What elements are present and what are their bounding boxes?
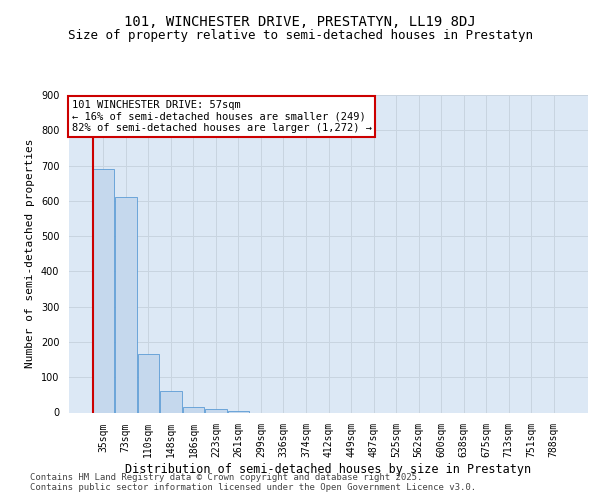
Text: 101, WINCHESTER DRIVE, PRESTATYN, LL19 8DJ: 101, WINCHESTER DRIVE, PRESTATYN, LL19 8… [124,16,476,30]
X-axis label: Distribution of semi-detached houses by size in Prestatyn: Distribution of semi-detached houses by … [125,463,532,476]
Text: 101 WINCHESTER DRIVE: 57sqm
← 16% of semi-detached houses are smaller (249)
82% : 101 WINCHESTER DRIVE: 57sqm ← 16% of sem… [71,100,371,133]
Bar [182,407,204,412]
Bar [92,169,114,412]
Bar [228,410,249,412]
Bar [115,198,137,412]
Text: Size of property relative to semi-detached houses in Prestatyn: Size of property relative to semi-detach… [67,28,533,42]
Bar [160,392,182,412]
Y-axis label: Number of semi-detached properties: Number of semi-detached properties [25,139,35,368]
Text: Contains HM Land Registry data © Crown copyright and database right 2025.
Contai: Contains HM Land Registry data © Crown c… [30,472,476,492]
Bar [137,354,159,412]
Bar [205,409,227,412]
